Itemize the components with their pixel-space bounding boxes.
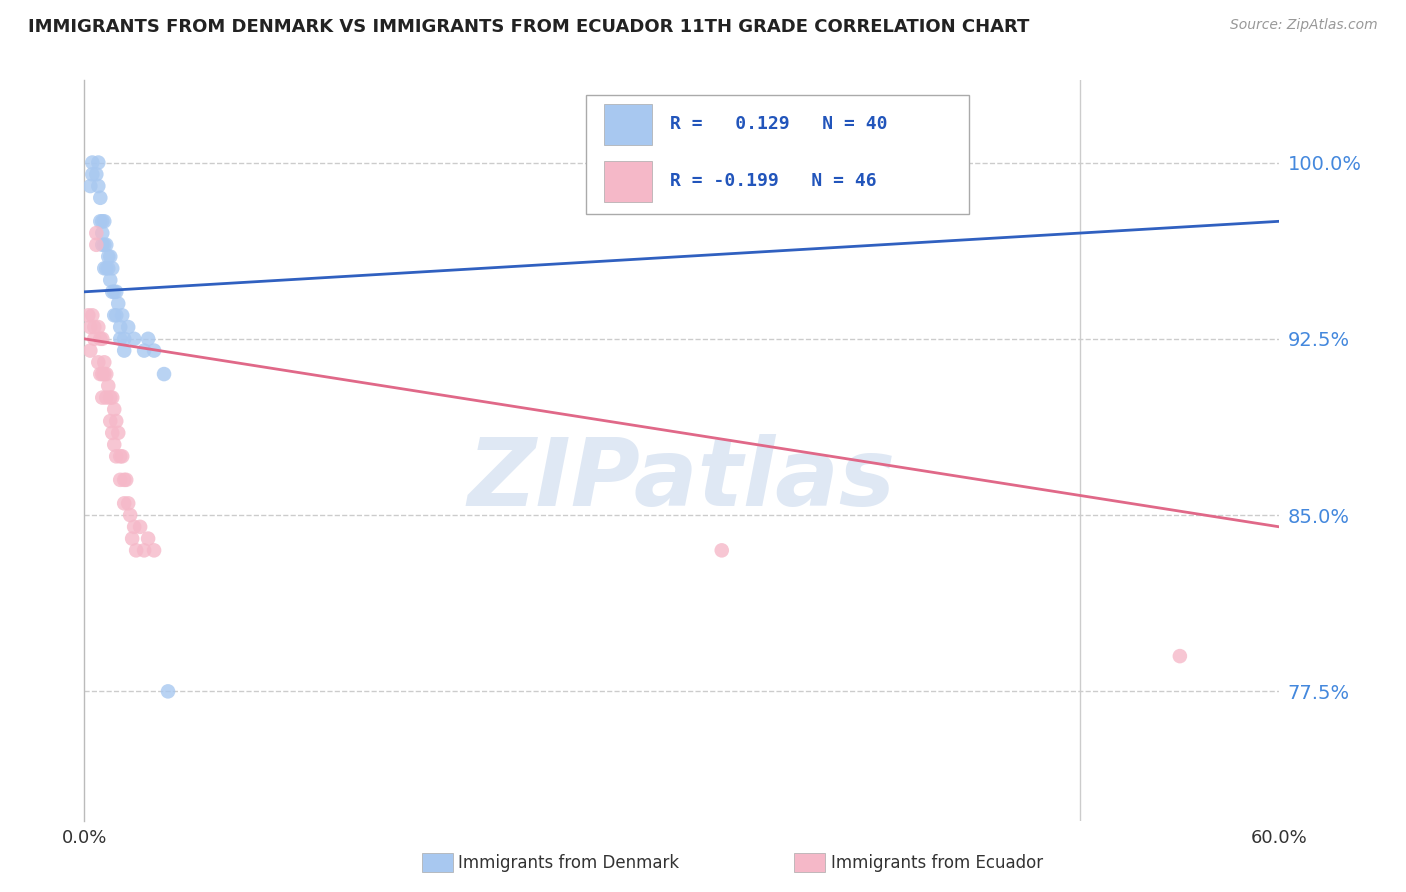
Point: [120, 508, 142, 522]
Point: [79, 179, 101, 194]
Point: [82, 308, 104, 322]
Point: [143, 343, 166, 358]
Point: [98, 250, 121, 264]
Point: [132, 343, 156, 358]
Point: [91, 226, 114, 240]
Point: [122, 332, 145, 346]
Point: [93, 261, 115, 276]
Point: [98, 273, 121, 287]
Text: Immigrants from Ecuador: Immigrants from Ecuador: [831, 854, 1043, 871]
Point: [111, 450, 134, 464]
Point: [153, 367, 176, 381]
Point: [79, 343, 101, 358]
Point: [89, 191, 111, 205]
Point: [96, 391, 118, 405]
Point: [101, 391, 124, 405]
Point: [125, 543, 148, 558]
Point: [110, 320, 132, 334]
Point: [101, 285, 124, 299]
Point: [98, 391, 121, 405]
Point: [96, 367, 118, 381]
Point: [96, 237, 118, 252]
Point: [143, 543, 166, 558]
Point: [157, 684, 180, 698]
Point: [710, 543, 733, 558]
Point: [101, 425, 124, 440]
Point: [82, 167, 104, 181]
Point: [91, 391, 114, 405]
Point: [136, 332, 159, 346]
Point: [87, 320, 110, 334]
FancyBboxPatch shape: [605, 161, 652, 202]
Point: [103, 402, 125, 417]
Point: [110, 332, 132, 346]
Point: [83, 332, 105, 346]
Point: [110, 473, 132, 487]
Point: [105, 414, 128, 428]
Point: [121, 532, 143, 546]
Point: [98, 414, 121, 428]
Point: [86, 226, 108, 240]
Point: [115, 473, 138, 487]
Point: [105, 450, 128, 464]
Point: [103, 437, 125, 451]
Point: [87, 179, 110, 194]
FancyBboxPatch shape: [586, 95, 969, 213]
Point: [105, 308, 128, 322]
Point: [91, 367, 114, 381]
Point: [710, 167, 733, 181]
Point: [112, 473, 135, 487]
Point: [82, 155, 104, 169]
Point: [87, 355, 110, 369]
Point: [105, 285, 128, 299]
Point: [89, 367, 111, 381]
Point: [1168, 649, 1191, 664]
Point: [97, 379, 120, 393]
Point: [132, 543, 156, 558]
Point: [136, 532, 159, 546]
Text: IMMIGRANTS FROM DENMARK VS IMMIGRANTS FROM ECUADOR 11TH GRADE CORRELATION CHART: IMMIGRANTS FROM DENMARK VS IMMIGRANTS FR…: [28, 18, 1029, 36]
Point: [89, 332, 111, 346]
Point: [107, 425, 129, 440]
Point: [103, 308, 125, 322]
Point: [93, 367, 115, 381]
Text: R = -0.199   N = 46: R = -0.199 N = 46: [671, 172, 876, 190]
Point: [111, 308, 134, 322]
Point: [112, 332, 135, 346]
Point: [93, 214, 115, 228]
Point: [91, 332, 114, 346]
Text: ZIPatlas: ZIPatlas: [468, 434, 896, 526]
Point: [93, 237, 115, 252]
Point: [87, 155, 110, 169]
FancyBboxPatch shape: [605, 104, 652, 145]
Point: [122, 520, 145, 534]
Point: [79, 320, 101, 334]
Point: [97, 261, 120, 276]
Point: [83, 320, 105, 334]
Point: [112, 496, 135, 510]
Point: [89, 214, 111, 228]
Text: Source: ZipAtlas.com: Source: ZipAtlas.com: [1230, 18, 1378, 32]
Point: [91, 214, 114, 228]
Point: [110, 450, 132, 464]
Point: [112, 343, 135, 358]
Point: [91, 237, 114, 252]
Point: [86, 237, 108, 252]
Point: [103, 285, 125, 299]
Point: [96, 261, 118, 276]
Point: [107, 296, 129, 310]
Text: R =   0.129   N = 40: R = 0.129 N = 40: [671, 115, 887, 134]
Point: [86, 167, 108, 181]
Point: [129, 520, 152, 534]
Point: [93, 355, 115, 369]
Point: [101, 261, 124, 276]
Point: [97, 250, 120, 264]
Point: [77, 308, 100, 322]
Point: [117, 496, 139, 510]
Text: Immigrants from Denmark: Immigrants from Denmark: [458, 854, 679, 871]
Point: [117, 320, 139, 334]
